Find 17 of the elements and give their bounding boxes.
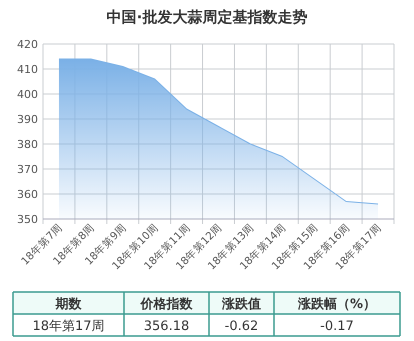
y-tick-label: 380 xyxy=(17,138,38,151)
y-tick-label: 390 xyxy=(17,113,38,126)
y-tick-label: 400 xyxy=(17,88,38,101)
text: 期数 xyxy=(54,297,82,312)
y-tick-label: 420 xyxy=(17,38,38,51)
y-tick-label: 370 xyxy=(17,163,38,176)
text: -0.62 xyxy=(224,319,258,334)
text: 涨跌值 xyxy=(221,297,261,312)
text: 18年第17周 xyxy=(32,319,105,334)
chart-title: 中国·批发大蒜周定基指数走势 xyxy=(106,8,308,26)
text: 涨跌幅（%） xyxy=(296,297,376,312)
y-tick-label: 360 xyxy=(17,188,38,201)
y-tick-label: 410 xyxy=(17,63,38,76)
text: 价格指数 xyxy=(140,297,194,312)
y-tick-label: 350 xyxy=(17,213,38,226)
text: -0.17 xyxy=(320,319,354,334)
text: 356.18 xyxy=(144,319,190,334)
